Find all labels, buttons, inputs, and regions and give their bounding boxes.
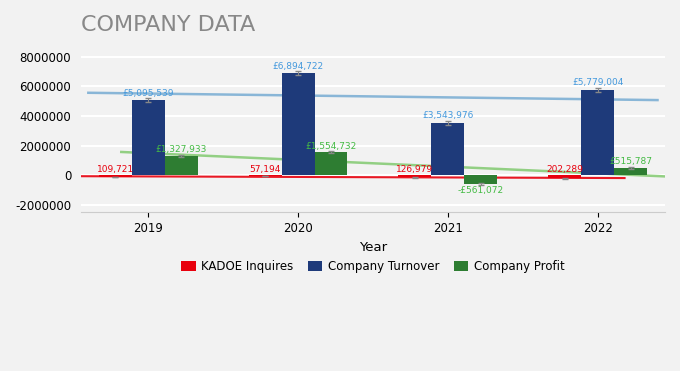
Bar (99, 175, 132, 177)
Bar (398, 175, 431, 177)
Text: £515,787: £515,787 (609, 157, 652, 167)
Text: £5,779,004: £5,779,004 (572, 78, 624, 88)
Text: £5,095,539: £5,095,539 (122, 89, 174, 98)
Bar (464, 175, 497, 184)
Text: 57,194: 57,194 (250, 165, 281, 174)
Bar (315, 152, 347, 175)
Text: 109,721: 109,721 (97, 165, 134, 174)
Text: £3,543,976: £3,543,976 (422, 111, 473, 121)
Bar (132, 100, 165, 175)
Bar (581, 90, 614, 175)
Text: 202,289: 202,289 (546, 165, 583, 174)
Text: £1,327,933: £1,327,933 (156, 145, 207, 154)
Text: £6,894,722: £6,894,722 (273, 62, 324, 71)
X-axis label: Year: Year (359, 240, 387, 253)
Bar (249, 175, 282, 176)
Text: 126,979: 126,979 (396, 165, 433, 174)
Text: £1,554,732: £1,554,732 (305, 142, 356, 151)
Bar (165, 155, 198, 175)
Legend: KADOE Inquires, Company Turnover, Company Profit: KADOE Inquires, Company Turnover, Compan… (177, 255, 569, 278)
Text: -£561,072: -£561,072 (458, 186, 504, 195)
Bar (431, 123, 464, 175)
Bar (282, 73, 315, 175)
Bar (548, 175, 581, 178)
Text: COMPANY DATA: COMPANY DATA (81, 15, 255, 35)
Bar (614, 168, 647, 175)
